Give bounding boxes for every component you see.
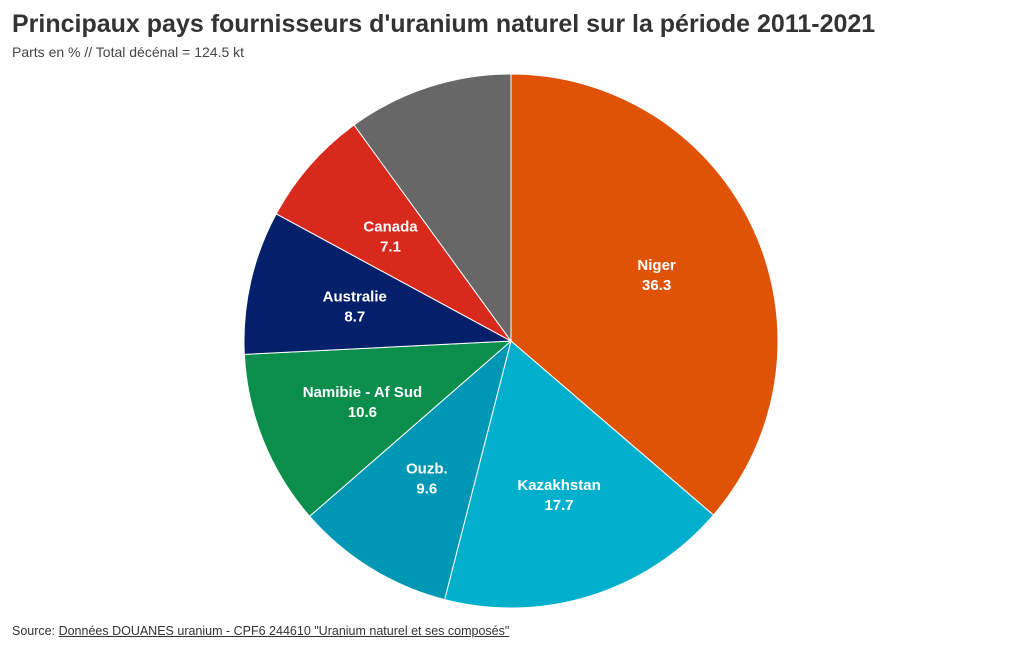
pie-slices <box>243 73 779 609</box>
slice-label-namibie-af-sud: Namibie - Af Sud 10.6 <box>303 384 422 421</box>
slice-value: 10.6 <box>348 404 377 421</box>
slice-name: Niger <box>637 257 676 274</box>
slice-label-ouzb: Ouzb. 9.6 <box>406 460 448 497</box>
pie-slice-other[interactable] <box>353 73 512 343</box>
chart-subtitle: Parts en % // Total décénal = 124.5 kt <box>12 44 245 60</box>
slice-name: Ouzb. <box>406 460 448 477</box>
slice-name: Namibie - Af Sud <box>303 384 422 401</box>
pie-slice-ouzb[interactable] <box>308 339 512 601</box>
slice-value: 36.3 <box>642 277 671 294</box>
slice-name: Australie <box>323 289 387 306</box>
slice-name: Canada <box>363 218 418 235</box>
slice-label-canada: Canada 7.1 <box>363 218 418 255</box>
pie-chart: Niger 36.3 Kazakhstan 17.7 Ouzb. 9.6 Namibie -… <box>243 73 779 609</box>
pie-slice-kazakhstan[interactable] <box>443 340 715 609</box>
slice-value: 7.1 <box>380 238 401 255</box>
slice-label-niger: Niger 36.3 <box>637 257 676 294</box>
slice-value: 17.7 <box>544 497 573 514</box>
pie-labels: Niger 36.3 Kazakhstan 17.7 Ouzb. 9.6 Namibie -… <box>303 218 676 513</box>
source-link[interactable]: Données DOUANES uranium - CPF6 244610 "U… <box>58 624 510 638</box>
slice-label-kazakhstan: Kazakhstan 17.7 <box>517 477 600 514</box>
slice-value: 8.7 <box>344 309 365 326</box>
source-prefix: Source: <box>12 624 59 638</box>
pie-slice-australie[interactable] <box>243 213 513 355</box>
pie-slice-namibie-af-sud[interactable] <box>243 340 513 518</box>
slice-value: 9.6 <box>416 480 437 497</box>
source-note: Source: Données DOUANES uranium - CPF6 2… <box>12 624 509 638</box>
slice-label-australie: Australie 8.7 <box>323 289 387 326</box>
pie-slice-niger[interactable] <box>510 73 779 516</box>
chart-title: Principaux pays fournisseurs d'uranium n… <box>12 10 876 38</box>
slice-name: Kazakhstan <box>517 477 600 494</box>
pie-slice-canada[interactable] <box>275 124 512 342</box>
